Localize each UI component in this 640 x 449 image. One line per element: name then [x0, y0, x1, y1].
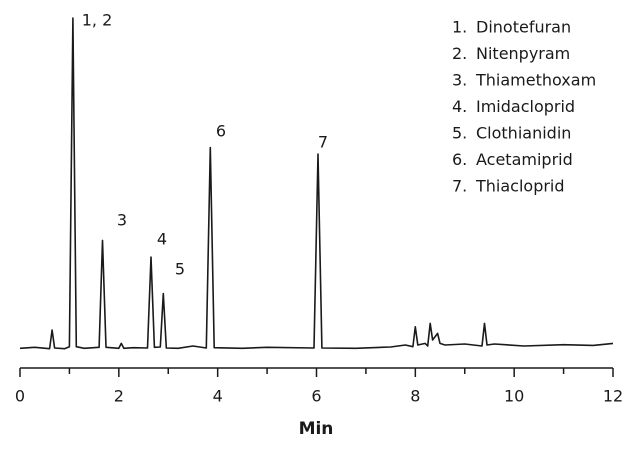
legend-name: Thiacloprid [475, 177, 565, 196]
chromatogram-trace [19, 17, 614, 350]
x-tick-label: 12 [603, 387, 623, 406]
peak-label: 5 [175, 260, 185, 279]
legend-name: Thiamethoxam [475, 71, 596, 90]
legend-number: 5. [452, 124, 467, 143]
legend-name: Dinotefuran [476, 18, 571, 37]
legend-number: 7. [452, 177, 467, 196]
legend-name: Imidacloprid [476, 97, 575, 116]
x-tick-label: 4 [213, 387, 223, 406]
legend-number: 2. [452, 44, 467, 63]
legend-number: 4. [452, 97, 467, 116]
peak-label: 1, 2 [82, 11, 113, 30]
x-tick-label: 2 [114, 387, 124, 406]
x-tick-label: 6 [311, 387, 321, 406]
legend-number: 6. [452, 150, 467, 169]
legend-name: Nitenpyram [476, 44, 570, 63]
peak-label: 7 [318, 133, 328, 152]
peak-label: 6 [216, 122, 226, 141]
legend-name: Acetamiprid [476, 150, 573, 169]
peak-label: 4 [157, 230, 167, 249]
legend-number: 3. [452, 71, 467, 90]
legend-name: Clothianidin [476, 124, 571, 143]
legend-number: 1. [452, 18, 467, 37]
x-axis-label: Min [299, 419, 334, 439]
peak-label: 3 [117, 211, 127, 230]
x-tick-label: 8 [410, 387, 420, 406]
x-tick-label: 0 [15, 387, 25, 406]
x-tick-label: 10 [504, 387, 524, 406]
